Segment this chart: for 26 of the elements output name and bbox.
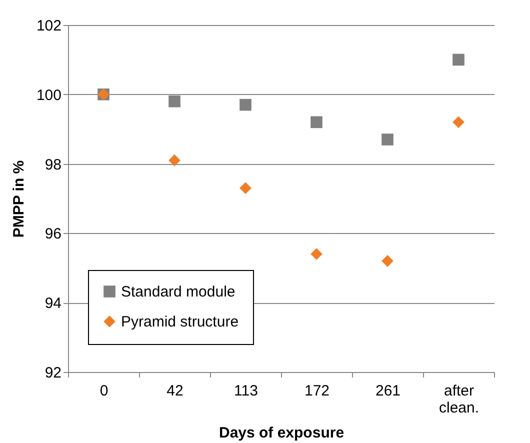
x-tick-label: 0 [100, 382, 108, 400]
y-tick-label: 94 [44, 295, 62, 312]
point [452, 116, 464, 128]
y-tick-label: 100 [36, 86, 62, 104]
y-tick-label: 102 [36, 18, 62, 34]
x-tick-label: 172 [304, 382, 330, 400]
y-tick-label: 92 [44, 364, 62, 382]
legend-label: Pyramid structure [121, 314, 239, 330]
y-tick-label: 98 [44, 156, 62, 174]
x-axis-title: Days of exposure [218, 424, 344, 442]
x-tick-label: 113 [234, 382, 258, 400]
point [382, 255, 394, 267]
x-tick-label: 42 [166, 382, 184, 400]
y-axis-title: PMPP in % [10, 160, 28, 238]
point [452, 54, 464, 66]
point [240, 182, 252, 194]
point [310, 248, 322, 260]
point [168, 154, 180, 166]
x-tick-label: 261 [375, 382, 401, 400]
legend-label: Standard module [121, 284, 236, 300]
point [240, 98, 252, 111]
point [382, 134, 394, 146]
y-tick-label: 96 [44, 226, 62, 243]
x-tick-label: after clean. [438, 382, 480, 416]
point [168, 95, 180, 108]
point [310, 116, 322, 128]
